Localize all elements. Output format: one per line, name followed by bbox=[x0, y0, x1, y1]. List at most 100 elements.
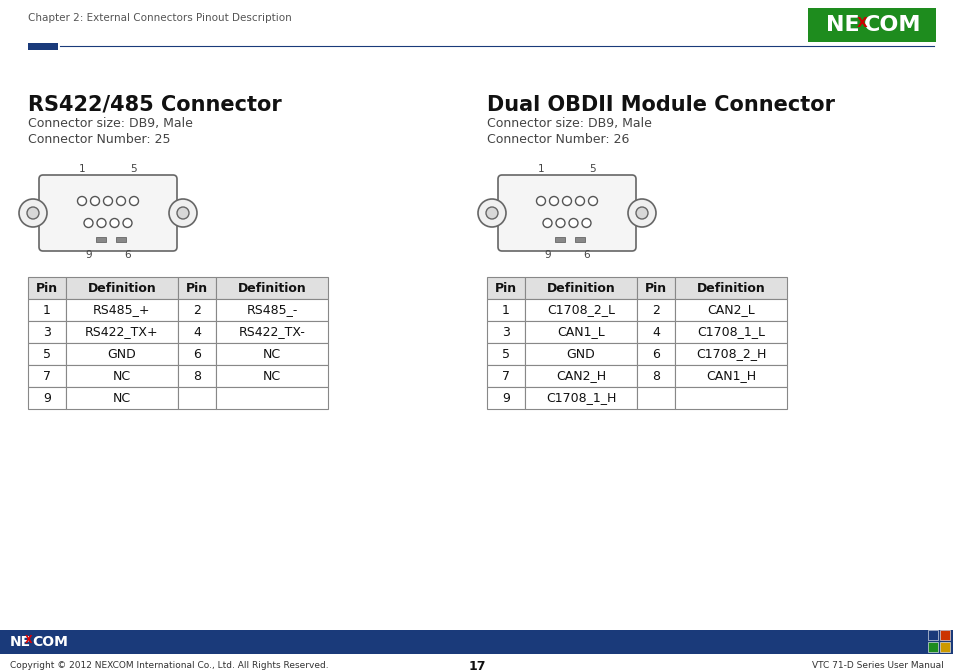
FancyBboxPatch shape bbox=[39, 175, 177, 251]
Bar bbox=[215, 299, 328, 321]
Text: COM: COM bbox=[32, 635, 68, 649]
Text: NC: NC bbox=[112, 392, 131, 405]
Bar bbox=[0, 630, 953, 654]
Text: 5: 5 bbox=[43, 347, 51, 360]
Bar bbox=[215, 343, 328, 365]
Text: Connector Number: 25: Connector Number: 25 bbox=[28, 133, 171, 146]
Text: 5: 5 bbox=[589, 164, 596, 174]
Bar bbox=[524, 299, 637, 321]
Bar bbox=[215, 365, 328, 387]
Circle shape bbox=[536, 196, 545, 206]
Circle shape bbox=[636, 207, 647, 219]
Bar bbox=[524, 321, 637, 343]
Bar bbox=[28, 387, 66, 409]
Text: GND: GND bbox=[566, 347, 595, 360]
Text: Chapter 2: External Connectors Pinout Description: Chapter 2: External Connectors Pinout De… bbox=[28, 13, 292, 23]
Text: RS422/485 Connector: RS422/485 Connector bbox=[28, 95, 281, 115]
Text: 7: 7 bbox=[501, 370, 510, 382]
Bar bbox=[637, 299, 675, 321]
Circle shape bbox=[568, 218, 578, 228]
Text: 1: 1 bbox=[537, 164, 544, 174]
Text: 4: 4 bbox=[193, 325, 201, 339]
Text: Pin: Pin bbox=[36, 282, 58, 294]
Bar bbox=[927, 630, 937, 640]
Text: 6: 6 bbox=[124, 250, 131, 260]
Text: Definition: Definition bbox=[696, 282, 764, 294]
Text: Pin: Pin bbox=[186, 282, 208, 294]
Text: 9: 9 bbox=[501, 392, 510, 405]
Text: CAN2_H: CAN2_H bbox=[556, 370, 605, 382]
Circle shape bbox=[562, 196, 571, 206]
Bar bbox=[28, 43, 58, 50]
Text: 5: 5 bbox=[131, 164, 137, 174]
Text: 3: 3 bbox=[501, 325, 510, 339]
Bar bbox=[637, 387, 675, 409]
Text: RS422_TX+: RS422_TX+ bbox=[85, 325, 158, 339]
Bar bbox=[178, 321, 215, 343]
Text: Definition: Definition bbox=[88, 282, 156, 294]
Text: Connector size: DB9, Male: Connector size: DB9, Male bbox=[486, 117, 651, 130]
Bar bbox=[116, 237, 126, 242]
Bar bbox=[178, 387, 215, 409]
Circle shape bbox=[27, 207, 39, 219]
Text: NC: NC bbox=[112, 370, 131, 382]
Text: 6: 6 bbox=[582, 250, 589, 260]
Text: Copyright © 2012 NEXCOM International Co., Ltd. All Rights Reserved.: Copyright © 2012 NEXCOM International Co… bbox=[10, 661, 328, 671]
Circle shape bbox=[77, 196, 87, 206]
Text: Pin: Pin bbox=[644, 282, 666, 294]
Text: 2: 2 bbox=[193, 304, 201, 317]
Text: 8: 8 bbox=[193, 370, 201, 382]
Text: 3: 3 bbox=[43, 325, 51, 339]
Text: X: X bbox=[856, 16, 866, 30]
Bar bbox=[927, 642, 937, 652]
Bar bbox=[66, 387, 178, 409]
Bar bbox=[637, 365, 675, 387]
Bar bbox=[178, 299, 215, 321]
Text: 5: 5 bbox=[501, 347, 510, 360]
Text: NE: NE bbox=[10, 635, 31, 649]
Bar bbox=[524, 387, 637, 409]
Circle shape bbox=[91, 196, 99, 206]
Bar bbox=[178, 343, 215, 365]
Text: 6: 6 bbox=[652, 347, 659, 360]
Text: 9: 9 bbox=[85, 250, 91, 260]
Text: 6: 6 bbox=[193, 347, 201, 360]
Circle shape bbox=[588, 196, 597, 206]
Text: C1708_1_L: C1708_1_L bbox=[697, 325, 764, 339]
Bar bbox=[524, 343, 637, 365]
Bar bbox=[575, 237, 584, 242]
Text: RS485_+: RS485_+ bbox=[93, 304, 151, 317]
Bar bbox=[28, 321, 66, 343]
Bar bbox=[524, 277, 637, 299]
Text: 1: 1 bbox=[43, 304, 51, 317]
Bar bbox=[486, 299, 524, 321]
Circle shape bbox=[549, 196, 558, 206]
Bar bbox=[486, 365, 524, 387]
Bar bbox=[939, 630, 949, 640]
Bar bbox=[675, 321, 786, 343]
Text: NC: NC bbox=[263, 347, 281, 360]
Bar bbox=[28, 365, 66, 387]
Bar bbox=[675, 343, 786, 365]
Bar bbox=[637, 277, 675, 299]
Text: CAN2_L: CAN2_L bbox=[706, 304, 754, 317]
Text: 4: 4 bbox=[652, 325, 659, 339]
FancyBboxPatch shape bbox=[497, 175, 636, 251]
Text: C1708_2_L: C1708_2_L bbox=[546, 304, 615, 317]
Text: GND: GND bbox=[108, 347, 136, 360]
Circle shape bbox=[556, 218, 564, 228]
Bar bbox=[486, 277, 524, 299]
Circle shape bbox=[103, 196, 112, 206]
Text: 7: 7 bbox=[43, 370, 51, 382]
Circle shape bbox=[97, 218, 106, 228]
Bar bbox=[178, 365, 215, 387]
Bar bbox=[939, 642, 949, 652]
Text: NE: NE bbox=[825, 15, 859, 35]
Text: X: X bbox=[25, 635, 32, 645]
Bar bbox=[637, 343, 675, 365]
Circle shape bbox=[116, 196, 126, 206]
Bar bbox=[675, 365, 786, 387]
Text: Definition: Definition bbox=[546, 282, 615, 294]
Text: Pin: Pin bbox=[495, 282, 517, 294]
Text: 9: 9 bbox=[43, 392, 51, 405]
